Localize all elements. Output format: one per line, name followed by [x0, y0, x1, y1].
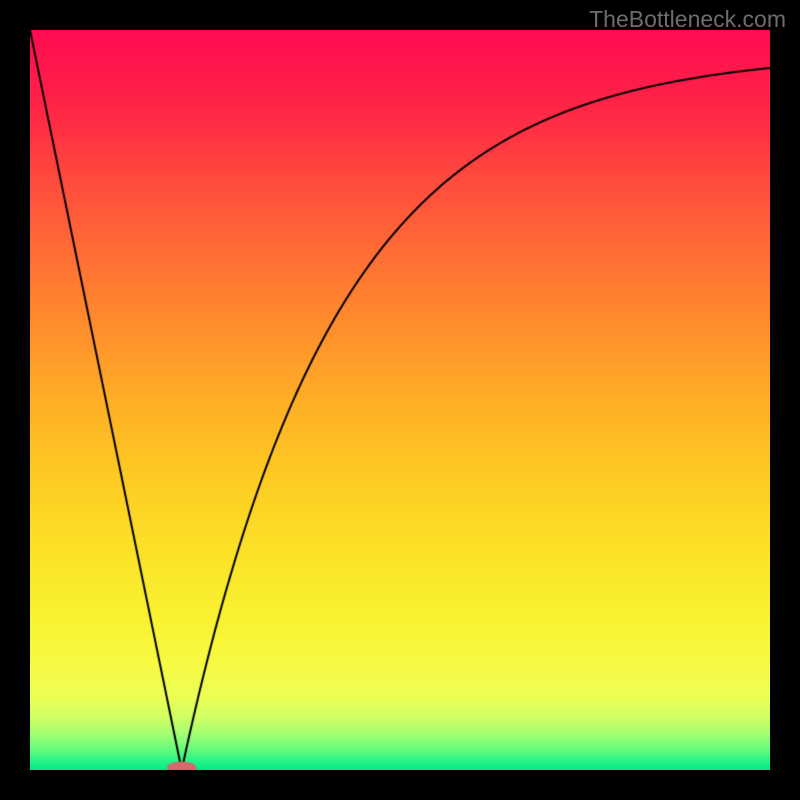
chart-frame: TheBottleneck.com — [0, 0, 800, 800]
chart-canvas — [30, 30, 770, 770]
plot-area — [30, 30, 770, 770]
watermark-text: TheBottleneck.com — [589, 6, 786, 33]
